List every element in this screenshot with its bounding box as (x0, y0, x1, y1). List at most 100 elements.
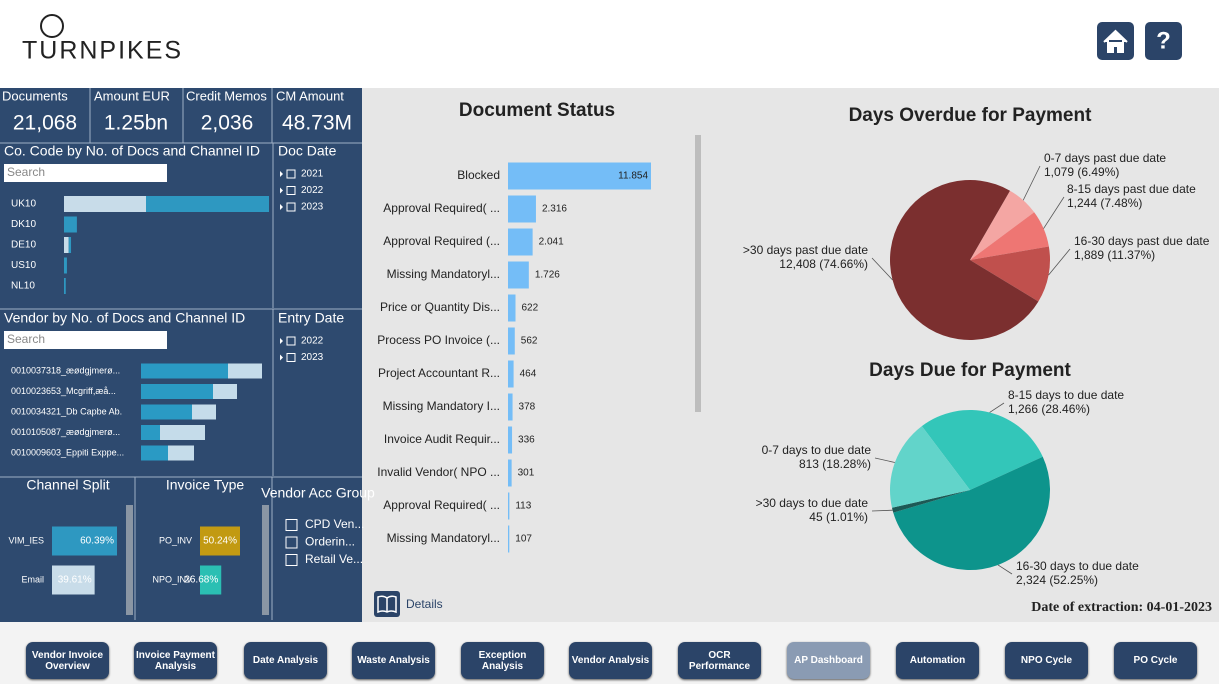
bar (508, 195, 536, 223)
leader-line (871, 509, 893, 512)
category-label: Price or Quantity Dis... (380, 300, 500, 314)
panel-title: Vendor by No. of Docs and Channel ID (4, 310, 245, 326)
nav-button[interactable]: Waste Analysis (352, 642, 435, 679)
value-label: 2.041 (539, 237, 564, 248)
category-label: Process PO Invoice (... (377, 333, 500, 347)
bar-segment (68, 237, 72, 253)
category-label: UK10 (11, 199, 36, 210)
bar-segment (141, 445, 168, 461)
slice-label: >30 days past due date (743, 243, 868, 257)
slice-label: 0-7 days past due date (1044, 151, 1166, 165)
bar-segment (213, 384, 237, 399)
slice-value: 2,324 (52.25%) (1016, 573, 1098, 587)
kpi-value: 2,036 (201, 112, 254, 135)
kpi-label: CM Amount (276, 88, 344, 103)
slice-value: 45 (1.01%) (809, 510, 868, 524)
value-label: 107 (515, 534, 532, 545)
slice-value: 1,244 (7.48%) (1067, 196, 1142, 210)
value-label: 622 (522, 303, 539, 314)
bar-segment (64, 196, 146, 212)
category-label: 0010037318_æødgjmerø... (11, 365, 120, 375)
checkbox[interactable] (285, 554, 298, 566)
checkbox[interactable] (285, 519, 298, 531)
kpi-label: Amount EUR (94, 88, 170, 103)
category-label: Missing Mandatoryl... (387, 267, 500, 281)
bar-segment (168, 445, 194, 461)
nav-button[interactable]: PO Cycle (1114, 642, 1197, 679)
value-label: 11.854 (618, 171, 648, 182)
nav-button[interactable]: Automation (896, 642, 979, 679)
leader-line (989, 402, 1005, 413)
search-box[interactable] (4, 331, 167, 349)
checkbox[interactable] (286, 169, 296, 179)
category-label: 0010023653_Mcgriff,æå... (11, 386, 116, 396)
chart-title: Days Due for Payment (869, 360, 1071, 381)
slice-label: 8-15 days to due date (1008, 388, 1124, 402)
leader-line (1022, 165, 1041, 201)
chart-title: Days Overdue for Payment (849, 105, 1093, 126)
panel-title: Invoice Type (166, 477, 245, 493)
slicer-item: 2023 (301, 352, 324, 363)
slice-value: 813 (18.28%) (799, 457, 871, 471)
nav-button[interactable]: Vendor Analysis (569, 642, 652, 679)
value-label: 562 (521, 336, 538, 347)
category-label: NL10 (11, 281, 35, 292)
kpi-label: Documents (2, 88, 68, 103)
scrollbar (695, 135, 701, 412)
bar (508, 525, 510, 553)
leader-line (874, 457, 895, 463)
value-label: 336 (518, 435, 535, 446)
category-label: US10 (11, 260, 36, 271)
nav-button[interactable]: Date Analysis (244, 642, 327, 679)
slice-label: >30 days to due date (756, 496, 869, 510)
checkbox[interactable] (286, 202, 296, 212)
pie-slice (889, 426, 970, 508)
nav-button[interactable]: OCR Performance (678, 642, 761, 679)
value-label: 26.68% (184, 575, 218, 586)
checkbox[interactable] (285, 536, 298, 549)
help-button[interactable]: ? (1145, 22, 1182, 60)
details-label: Details (406, 597, 443, 611)
bar (200, 565, 222, 595)
bar-segment (160, 425, 205, 440)
bar-segment (141, 404, 192, 420)
scrollbar (262, 505, 269, 615)
category-label: 0010105087_æødgjmerø... (11, 427, 120, 437)
expand-arrow (280, 204, 283, 210)
value-label: 1.726 (535, 270, 560, 281)
nav-button[interactable]: Invoice Payment Analysis (134, 642, 217, 679)
kpi-value: 21,068 (13, 112, 77, 135)
checkbox[interactable] (286, 186, 296, 195)
home-button[interactable] (1097, 22, 1134, 60)
nav-button[interactable]: Vendor Invoice Overview (26, 642, 109, 679)
slicer-title: Vendor Acc Group (261, 485, 375, 501)
slicer-item: CPD Ven... (305, 517, 364, 531)
bar-segment (64, 216, 77, 233)
pie-slice (970, 212, 1049, 260)
kpi-label: Credit Memos (186, 88, 267, 103)
details-button[interactable]: Details (374, 591, 443, 617)
nav-button[interactable]: AP Dashboard (787, 642, 870, 679)
pie-slice (893, 456, 1050, 571)
slicer-item: 2022 (301, 336, 324, 347)
category-label: Approval Required( ... (383, 498, 500, 512)
logo-bulb (40, 14, 64, 38)
checkbox[interactable] (286, 336, 296, 346)
search-box[interactable] (4, 164, 167, 182)
slicer-item: 2023 (301, 202, 324, 213)
pie-slice (921, 410, 1043, 490)
value-label: 2.316 (542, 204, 567, 215)
expand-arrow (280, 171, 283, 177)
nav-button[interactable]: Exception Analysis (461, 642, 544, 679)
category-label: Blocked (457, 168, 500, 182)
category-label: Email (21, 574, 44, 584)
bar (508, 360, 514, 388)
slicer-title: Doc Date (278, 143, 337, 159)
slice-label: 0-7 days to due date (762, 443, 872, 457)
bar (508, 426, 513, 454)
checkbox[interactable] (286, 353, 296, 362)
bar (508, 228, 533, 256)
nav-button[interactable]: NPO Cycle (1005, 642, 1088, 679)
kpi-value: 1.25bn (104, 112, 168, 135)
